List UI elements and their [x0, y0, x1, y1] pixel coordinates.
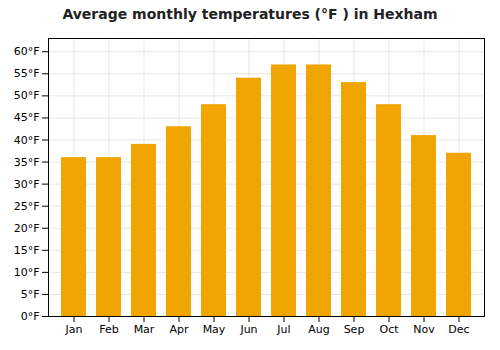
svg-text:May: May: [203, 323, 226, 336]
svg-text:Jul: Jul: [276, 323, 290, 336]
svg-text:30°F: 30°F: [14, 178, 40, 191]
svg-text:50°F: 50°F: [14, 89, 40, 102]
svg-text:Jan: Jan: [65, 323, 83, 336]
svg-text:Dec: Dec: [448, 323, 469, 336]
svg-text:45°F: 45°F: [14, 111, 40, 124]
svg-text:25°F: 25°F: [14, 200, 40, 213]
svg-text:Feb: Feb: [99, 323, 118, 336]
svg-text:Aug: Aug: [308, 323, 329, 336]
svg-text:Oct: Oct: [379, 323, 399, 336]
svg-text:Mar: Mar: [134, 323, 155, 336]
svg-text:20°F: 20°F: [14, 222, 40, 235]
svg-text:5°F: 5°F: [21, 288, 40, 301]
svg-text:Nov: Nov: [413, 323, 435, 336]
svg-text:60°F: 60°F: [14, 45, 40, 58]
svg-text:55°F: 55°F: [14, 67, 40, 80]
svg-text:15°F: 15°F: [14, 244, 40, 257]
svg-text:Jun: Jun: [239, 323, 257, 336]
svg-text:0°F: 0°F: [21, 310, 40, 323]
svg-text:40°F: 40°F: [14, 134, 40, 147]
html-text:Average monthly temperatures (: Average monthly temperatures (°F ) in He…: [62, 6, 438, 22]
svg-text:Apr: Apr: [169, 323, 189, 336]
svg-text:Sep: Sep: [344, 323, 365, 336]
svg-text:10°F: 10°F: [14, 266, 40, 279]
svg-text:35°F: 35°F: [14, 156, 40, 169]
